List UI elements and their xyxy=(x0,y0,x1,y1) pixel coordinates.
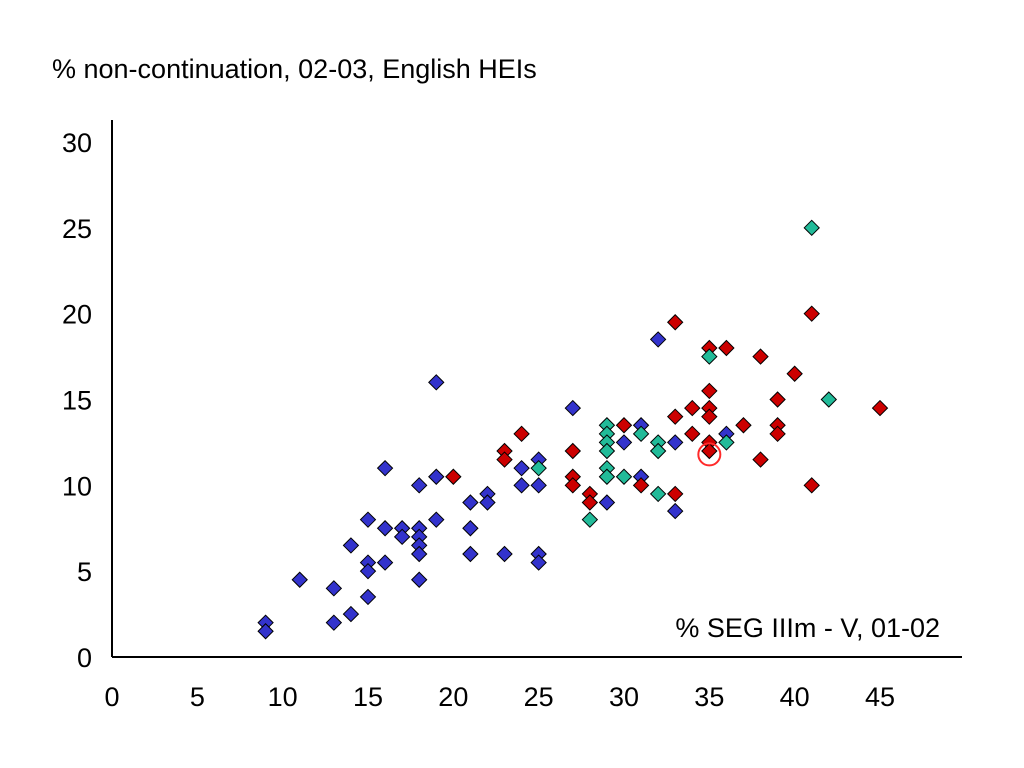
x-tick-label: 15 xyxy=(353,682,383,712)
data-point-red xyxy=(752,348,769,365)
data-point-blue xyxy=(530,554,547,571)
y-tick-label: 5 xyxy=(77,557,92,587)
data-point-blue xyxy=(325,614,343,631)
data-point-blue xyxy=(257,623,274,640)
data-point-red xyxy=(632,477,650,494)
data-point-blue xyxy=(649,331,667,348)
data-point-red xyxy=(871,399,889,417)
data-point-green xyxy=(581,511,599,528)
data-point-red xyxy=(684,399,701,417)
data-point-red xyxy=(752,451,769,468)
x-tick-label: 45 xyxy=(865,682,895,712)
axes xyxy=(111,120,962,658)
data-point-green xyxy=(820,391,838,408)
x-tick-label: 40 xyxy=(780,682,810,712)
data-point-red xyxy=(701,408,718,425)
data-point-red xyxy=(564,477,582,494)
x-axis-annotation: % SEG IIIm - V, 01-02 xyxy=(675,613,940,643)
data-point-red xyxy=(513,425,530,443)
y-tick-label: 20 xyxy=(62,300,92,330)
data-point-blue xyxy=(513,459,530,477)
data-point-blue xyxy=(342,605,360,623)
data-points xyxy=(257,219,889,640)
data-point-red xyxy=(496,451,513,468)
data-point-red xyxy=(615,417,633,434)
x-tick-label: 25 xyxy=(524,682,554,712)
data-point-blue xyxy=(513,477,530,494)
data-point-blue xyxy=(376,520,394,537)
data-point-blue xyxy=(359,562,377,580)
data-point-blue xyxy=(598,494,616,511)
highlight-circle xyxy=(697,442,722,467)
data-point-blue xyxy=(428,374,445,391)
data-point-blue xyxy=(462,520,479,537)
data-point-blue xyxy=(359,588,377,606)
y-tick-labels: 0 5 10 15 20 25 30 xyxy=(62,128,92,673)
data-point-blue xyxy=(393,528,411,546)
data-point-blue xyxy=(666,502,684,520)
data-point-red xyxy=(786,365,803,382)
data-point-blue xyxy=(410,545,428,563)
data-point-red xyxy=(803,477,820,494)
data-point-blue xyxy=(428,468,445,485)
data-point-blue xyxy=(462,545,479,563)
data-point-blue xyxy=(410,477,428,494)
x-tick-label: 35 xyxy=(694,682,724,712)
data-point-green xyxy=(649,485,667,503)
data-point-red xyxy=(735,417,752,434)
data-point-blue xyxy=(666,434,684,451)
data-point-green xyxy=(632,425,650,443)
data-point-blue xyxy=(615,434,633,451)
x-tick-label: 5 xyxy=(190,682,205,712)
data-point-blue xyxy=(564,399,582,417)
x-tick-label: 0 xyxy=(104,682,119,712)
data-point-green xyxy=(530,459,547,477)
x-tick-label: 20 xyxy=(438,682,468,712)
data-point-red xyxy=(581,494,599,511)
data-point-red xyxy=(684,425,701,443)
data-point-red xyxy=(718,339,735,357)
data-point-green xyxy=(615,468,633,485)
data-point-red xyxy=(803,305,820,322)
data-point-green xyxy=(803,219,820,237)
x-tick-label: 10 xyxy=(268,682,298,712)
data-point-green xyxy=(701,348,718,365)
data-point-blue xyxy=(496,545,513,563)
data-point-blue xyxy=(376,459,394,477)
data-point-blue xyxy=(462,494,479,511)
data-point-green xyxy=(598,442,616,460)
data-point-blue xyxy=(410,571,428,588)
data-point-red xyxy=(769,425,786,443)
y-tick-label: 0 xyxy=(77,643,92,673)
data-point-blue xyxy=(530,477,547,494)
x-tick-label: 30 xyxy=(609,682,639,712)
data-point-red xyxy=(701,442,718,460)
data-point-green xyxy=(718,434,735,451)
y-axis-title: % non-continuation, 02-03, English HEIs xyxy=(52,54,537,84)
data-point-green xyxy=(649,442,667,460)
data-point-blue xyxy=(428,511,445,528)
data-point-green xyxy=(598,468,616,485)
data-point-red xyxy=(769,391,786,408)
y-tick-label: 15 xyxy=(62,386,92,416)
data-point-red xyxy=(666,485,684,503)
data-point-blue xyxy=(291,571,308,588)
data-point-red xyxy=(666,408,684,425)
y-tick-label: 30 xyxy=(62,128,92,158)
x-tick-labels: 0 5 10 15 20 25 30 35 40 45 xyxy=(104,682,895,712)
y-tick-label: 10 xyxy=(62,471,92,501)
data-point-blue xyxy=(479,494,496,511)
data-point-red xyxy=(564,442,582,460)
data-point-red xyxy=(701,382,718,400)
data-point-blue xyxy=(359,511,377,528)
data-point-red xyxy=(445,468,462,485)
data-point-blue xyxy=(342,537,360,554)
data-point-red xyxy=(666,314,684,331)
data-point-blue xyxy=(376,554,394,571)
y-tick-label: 25 xyxy=(62,214,92,244)
data-point-blue xyxy=(325,580,343,597)
